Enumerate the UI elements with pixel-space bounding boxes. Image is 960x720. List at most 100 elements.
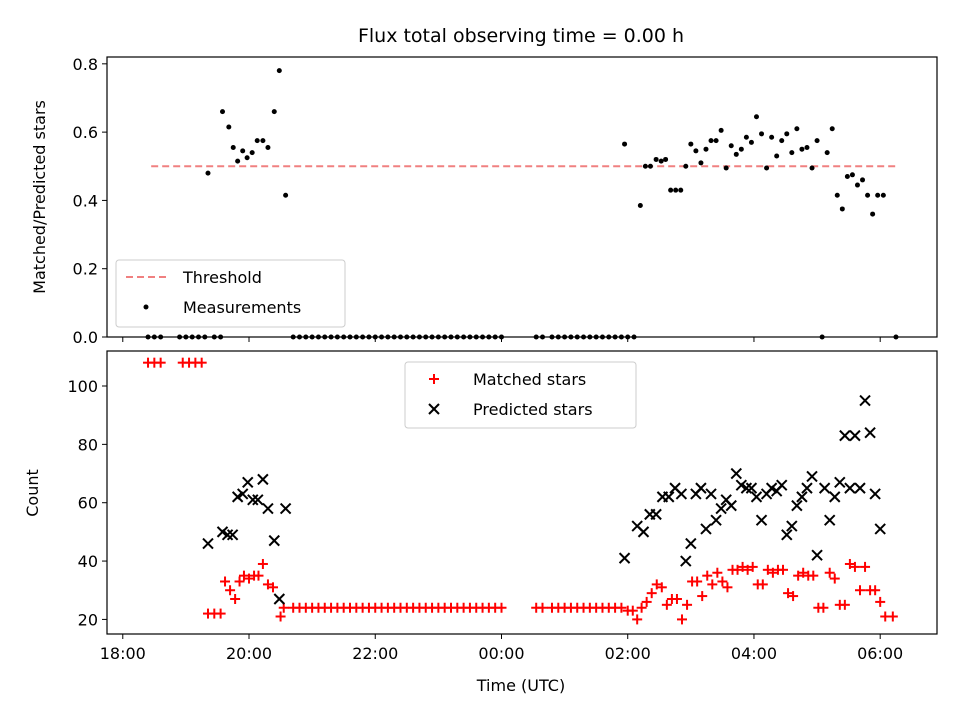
data-point-stroke xyxy=(631,520,643,532)
data-point-stroke xyxy=(202,537,214,550)
x-tick-label: 20:00 xyxy=(226,644,272,663)
data-point xyxy=(759,131,765,137)
data-point xyxy=(753,114,759,120)
data-point xyxy=(226,124,232,130)
data-point xyxy=(707,579,718,590)
data-point xyxy=(697,591,708,602)
data-point-stroke xyxy=(710,514,722,526)
data-point-stroke xyxy=(637,526,650,538)
data-point xyxy=(742,564,753,575)
data-point xyxy=(799,146,805,152)
data-point xyxy=(793,570,804,581)
data-point xyxy=(247,494,259,506)
data-point xyxy=(618,552,631,564)
data-point xyxy=(791,499,803,512)
x-tick-label: 06:00 xyxy=(857,644,903,663)
data-point xyxy=(708,138,714,144)
data-point xyxy=(710,514,722,526)
data-point xyxy=(849,561,860,572)
data-point xyxy=(496,602,507,613)
data-point xyxy=(732,564,743,575)
data-point-stroke xyxy=(818,482,831,494)
data-point-stroke xyxy=(839,429,851,442)
data-point-stroke xyxy=(236,488,249,500)
bottom-series-predicted-stars xyxy=(202,394,886,605)
data-point xyxy=(834,476,846,488)
predicted-legend-swatch xyxy=(428,403,440,415)
data-point xyxy=(824,150,830,156)
data-point xyxy=(234,576,245,587)
data-point xyxy=(788,591,799,602)
data-point-stroke xyxy=(854,482,866,494)
x-tick-label: 02:00 xyxy=(605,644,651,663)
data-point xyxy=(257,473,269,486)
data-point xyxy=(650,508,662,521)
data-point xyxy=(663,491,675,503)
data-point xyxy=(728,143,734,149)
data-point xyxy=(740,482,753,494)
data-point xyxy=(860,561,871,572)
data-point xyxy=(818,482,831,494)
top-series-measurements xyxy=(145,68,899,340)
data-point xyxy=(656,582,667,593)
data-point xyxy=(777,564,788,575)
data-point-stroke xyxy=(791,499,803,512)
data-point xyxy=(215,608,226,619)
data-point xyxy=(636,602,647,613)
y-tick-label: 80 xyxy=(78,435,98,454)
data-point-stroke xyxy=(745,482,758,494)
data-point-stroke xyxy=(618,552,631,564)
x-tick-label: 00:00 xyxy=(478,644,524,663)
data-point xyxy=(702,570,713,581)
matched-legend-label: Matched stars xyxy=(473,370,586,389)
data-point xyxy=(747,561,758,572)
y-tick-label: 20 xyxy=(78,610,98,629)
data-point xyxy=(844,558,855,569)
top-legend: Threshold Measurements xyxy=(115,259,346,328)
data-point xyxy=(764,165,770,171)
data-point xyxy=(230,144,236,150)
data-point-stroke xyxy=(755,514,768,526)
data-point xyxy=(860,177,866,183)
top-y-axis-label: Matched/Predicted stars xyxy=(30,100,49,294)
data-point xyxy=(880,192,886,198)
data-point xyxy=(271,109,277,115)
x-tick-label: 18:00 xyxy=(100,644,146,663)
data-point-stroke xyxy=(725,499,737,512)
data-point xyxy=(653,156,659,162)
data-point xyxy=(683,163,689,169)
data-point-stroke xyxy=(273,593,286,605)
bottom-legend-box xyxy=(404,361,637,429)
data-point xyxy=(260,138,266,144)
data-point-stroke xyxy=(700,523,712,535)
data-point xyxy=(226,529,239,541)
data-point xyxy=(789,150,795,156)
data-point xyxy=(801,482,813,494)
data-point xyxy=(680,555,692,567)
data-point-stroke xyxy=(786,520,798,532)
data-point-stroke xyxy=(859,394,871,407)
data-point-stroke xyxy=(252,494,264,506)
y-tick-label: 0.4 xyxy=(73,191,98,210)
data-point xyxy=(762,564,773,575)
data-point xyxy=(776,479,788,491)
data-point xyxy=(651,579,662,590)
y-tick-label: 0.2 xyxy=(73,260,98,279)
data-point xyxy=(703,146,709,152)
data-point xyxy=(854,585,865,596)
data-point xyxy=(733,151,739,157)
data-point xyxy=(796,491,808,503)
data-point-stroke xyxy=(663,491,675,503)
data-point xyxy=(273,593,286,605)
data-point xyxy=(692,576,703,587)
y-tick-label: 0.8 xyxy=(73,55,98,74)
data-point-stroke xyxy=(221,529,234,541)
data-point xyxy=(262,579,273,590)
data-point-stroke xyxy=(720,494,732,506)
data-point xyxy=(647,163,653,169)
data-point xyxy=(713,138,719,144)
data-point xyxy=(737,561,748,572)
data-point xyxy=(870,211,876,217)
data-point-stroke xyxy=(750,491,763,503)
data-point xyxy=(774,153,780,159)
